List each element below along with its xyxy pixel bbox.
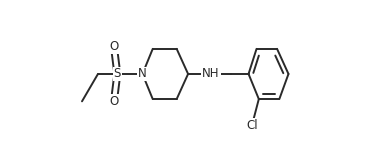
- Text: O: O: [109, 40, 119, 53]
- Text: Cl: Cl: [246, 119, 258, 132]
- Text: O: O: [109, 95, 119, 108]
- Text: S: S: [114, 68, 121, 80]
- Text: NH: NH: [202, 68, 220, 80]
- Text: N: N: [138, 68, 147, 80]
